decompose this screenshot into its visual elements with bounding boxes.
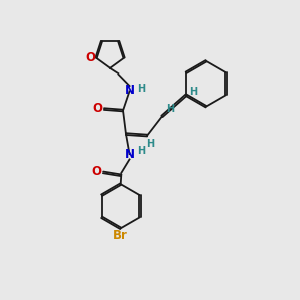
Text: Br: Br xyxy=(113,229,128,242)
Text: H: H xyxy=(166,104,174,114)
Text: O: O xyxy=(92,102,102,115)
Text: N: N xyxy=(125,84,135,97)
Text: H: H xyxy=(137,146,146,156)
Text: H: H xyxy=(136,84,145,94)
Text: H: H xyxy=(189,87,197,97)
Text: N: N xyxy=(125,148,135,161)
Text: H: H xyxy=(146,139,154,149)
Text: O: O xyxy=(86,51,96,64)
Text: O: O xyxy=(92,165,101,178)
